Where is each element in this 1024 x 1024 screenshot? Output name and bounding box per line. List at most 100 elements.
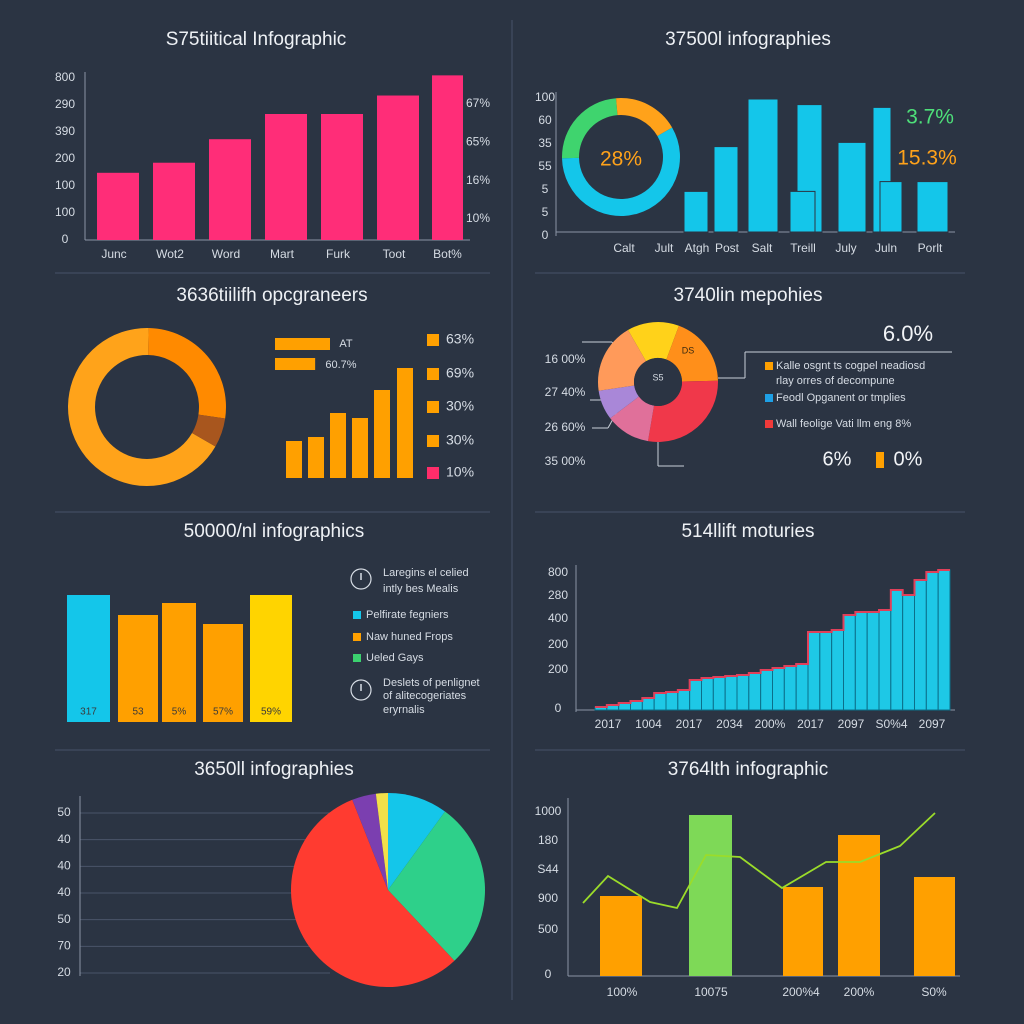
bar <box>837 141 867 233</box>
y-tick-label: 60 <box>538 113 552 127</box>
pie-slice <box>610 396 654 442</box>
bar <box>748 672 762 711</box>
x-tick-label: Mart <box>270 247 295 261</box>
legend-label: Wall feolige Vati llm eng 8% <box>776 418 911 430</box>
bar <box>677 689 691 711</box>
x-tick-label: 200% <box>755 717 786 731</box>
x-tick-label: S0%4 <box>875 717 907 731</box>
chart-title: 50000/nl infographics <box>184 521 365 542</box>
bar <box>653 692 667 711</box>
chart-title: 3650ll infographies <box>194 759 354 780</box>
note-text: Laregins el celied <box>383 567 469 579</box>
bar <box>747 98 779 233</box>
bar <box>890 589 904 711</box>
bar-label: 57% <box>213 707 233 718</box>
x-tick-label: Porlt <box>918 241 943 255</box>
note-text: Deslets of penlignet <box>383 677 480 689</box>
x-tick-label: 200%4 <box>782 985 820 999</box>
y-tick-label: 100 <box>55 205 75 219</box>
bar <box>878 609 892 711</box>
bar <box>795 663 809 711</box>
annotation: 3.7% <box>906 106 954 129</box>
bar <box>831 629 845 711</box>
bar <box>600 896 642 976</box>
pie-slice <box>352 793 388 890</box>
chart-title: S75tiitical Infographic <box>166 29 347 50</box>
legend-swatch <box>765 362 773 370</box>
y-tick-label: 400 <box>548 611 568 625</box>
bottom-label: 0% <box>894 448 923 470</box>
legend-label: 69% <box>446 365 474 381</box>
bottom-label: 6% <box>823 448 852 470</box>
bar <box>937 569 951 711</box>
line <box>582 812 936 910</box>
pie-slice <box>666 325 718 382</box>
legend-label: Kalle osgnt ts cogpel neadiosd <box>776 360 925 372</box>
bar <box>879 181 903 233</box>
legend-swatch <box>765 420 773 428</box>
bar <box>377 95 419 241</box>
y-tick-label: 0 <box>62 232 69 246</box>
bar <box>330 413 346 478</box>
donut-center-label: S5 <box>652 372 663 382</box>
pie-slice <box>616 98 673 136</box>
legend-label: Feodl Opganent or tmplies <box>776 392 906 404</box>
legend-swatch <box>427 334 439 346</box>
legend-label: 63% <box>446 331 474 347</box>
y-tick-label: 800 <box>548 565 568 579</box>
legend-label: Pelfirate fegniers <box>366 609 449 621</box>
segment-label: DS <box>682 345 695 355</box>
y-tick-label: 200 <box>548 662 568 676</box>
note-text: eryrnalis <box>383 704 425 716</box>
x-tick-label: Furk <box>326 247 351 261</box>
legend-swatch <box>427 401 439 413</box>
chart-title: 3636tiilifh opcgraneers <box>176 285 367 306</box>
bar <box>701 677 714 711</box>
bar <box>916 181 949 233</box>
side-label: 16 00% <box>545 352 586 366</box>
bar <box>843 614 856 711</box>
y-tick-label: 800 <box>55 70 75 84</box>
pie-slice <box>628 322 679 362</box>
pie-slice <box>192 414 226 447</box>
y-tick-label: 100 <box>55 178 75 192</box>
y-tick-label: 40 <box>57 832 71 846</box>
legend-swatch <box>427 368 439 380</box>
y-tick-label: 10% <box>466 211 490 225</box>
y-tick-label: 50 <box>57 805 71 819</box>
bar <box>432 75 463 240</box>
bar <box>308 437 324 478</box>
bar-label: 59% <box>261 707 281 718</box>
legend-swatch <box>427 467 439 479</box>
y-tick-label: 100 <box>535 90 555 104</box>
bar <box>819 631 833 711</box>
x-tick-label: S0% <box>921 985 947 999</box>
legend-swatch <box>765 394 773 402</box>
bar-label: 53 <box>132 707 144 718</box>
y-tick-label: 0 <box>555 701 562 715</box>
h-bar-label: 60.7% <box>325 359 356 371</box>
legend-label: 10% <box>446 464 474 480</box>
bar <box>153 162 195 240</box>
y-tick-label: 35 <box>538 136 552 150</box>
x-tick-label: Calt <box>613 241 635 255</box>
pie-slice <box>375 793 388 890</box>
y-tick-label: 200 <box>55 151 75 165</box>
legend-label: Ueled Gays <box>366 652 424 664</box>
y-tick-label: 0 <box>545 967 552 981</box>
chart-title: 37500l infographies <box>665 29 831 50</box>
y-tick-label: 390 <box>55 124 75 138</box>
pie-slice <box>598 330 646 391</box>
x-tick-label: Toot <box>383 247 406 261</box>
y-tick-label: 5 <box>542 182 549 196</box>
bar <box>397 368 413 478</box>
big-label: 6.0% <box>883 321 933 346</box>
x-tick-label: Treill <box>790 241 816 255</box>
bar <box>724 675 738 711</box>
legend-label: Naw huned Frops <box>366 631 453 643</box>
side-label: 35 00% <box>545 454 586 468</box>
dividers <box>55 20 965 1000</box>
y-tick-label: 50 <box>57 912 71 926</box>
bar <box>641 697 655 711</box>
pie-slice <box>68 328 216 486</box>
